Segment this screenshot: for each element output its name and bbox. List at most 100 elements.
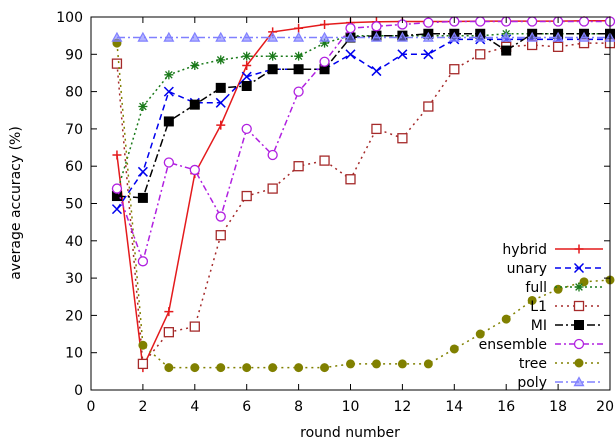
legend: hybrid unary full L1 MI ensemble tree poly xyxy=(479,242,603,391)
y-tick-label: 40 xyxy=(65,234,83,250)
data-point xyxy=(294,23,304,33)
data-point xyxy=(371,123,382,135)
legend-item: ensemble xyxy=(479,337,603,353)
legend-item: tree xyxy=(519,356,603,372)
series-ensemble xyxy=(111,16,615,267)
data-point xyxy=(552,41,564,52)
data-point xyxy=(111,31,123,42)
data-point xyxy=(423,17,434,28)
data-point xyxy=(267,64,278,75)
data-point xyxy=(163,327,175,338)
data-point xyxy=(267,149,278,161)
data-point xyxy=(293,161,304,172)
series-lines xyxy=(111,16,615,373)
x-tick-label: 20 xyxy=(596,399,614,415)
data-point xyxy=(111,183,123,194)
data-point xyxy=(241,123,252,135)
x-tick-label: 18 xyxy=(549,399,567,415)
data-point xyxy=(449,344,459,354)
y-tick-label: 10 xyxy=(65,346,83,362)
series-MI xyxy=(111,28,615,203)
data-point xyxy=(319,56,330,67)
data-point xyxy=(475,16,486,27)
data-point xyxy=(267,31,279,42)
data-point xyxy=(474,31,486,42)
data-point xyxy=(242,51,252,61)
data-point xyxy=(344,31,357,42)
data-point xyxy=(573,262,585,274)
y-tick-label: 100 xyxy=(56,10,83,26)
data-point xyxy=(501,45,512,56)
x-tick-label: 6 xyxy=(242,399,251,415)
data-point xyxy=(573,338,585,350)
data-point xyxy=(320,363,330,373)
x-tick-label: 10 xyxy=(342,399,360,415)
data-point xyxy=(475,49,486,60)
legend-item: hybrid xyxy=(502,242,603,258)
data-point xyxy=(422,31,434,42)
legend-item: L1 xyxy=(530,299,603,315)
y-tick-label: 60 xyxy=(65,159,83,175)
x-tick-label: 0 xyxy=(87,399,96,415)
series-line xyxy=(116,19,610,371)
data-point xyxy=(345,49,356,60)
data-point xyxy=(241,190,252,202)
x-tick-label: 8 xyxy=(294,399,303,415)
data-point xyxy=(475,329,485,339)
data-point xyxy=(527,295,537,305)
data-point xyxy=(190,363,200,373)
legend-label: MI xyxy=(531,318,547,334)
data-point xyxy=(189,164,200,176)
y-tick-label: 50 xyxy=(65,197,83,213)
data-point xyxy=(345,23,356,34)
legend-label: tree xyxy=(519,356,547,372)
data-point xyxy=(137,31,149,42)
y-tick-label: 0 xyxy=(74,383,83,399)
data-point xyxy=(215,97,226,108)
data-point xyxy=(573,300,585,312)
data-point xyxy=(397,133,408,144)
data-point xyxy=(293,64,304,75)
data-point xyxy=(500,31,512,42)
data-point xyxy=(423,101,434,112)
data-point xyxy=(578,16,590,27)
legend-item: poly xyxy=(517,375,603,391)
y-tick-label: 30 xyxy=(65,271,83,287)
data-point xyxy=(215,230,226,241)
data-point xyxy=(242,60,252,70)
data-point xyxy=(574,282,584,292)
data-point xyxy=(163,116,174,127)
data-point xyxy=(216,120,226,130)
legend-label: poly xyxy=(517,375,547,391)
x-tick-label: 16 xyxy=(497,399,515,415)
series-unary xyxy=(111,34,615,215)
data-point xyxy=(189,321,200,332)
data-point xyxy=(370,31,382,42)
y-tick-label: 70 xyxy=(65,122,83,138)
data-point xyxy=(294,51,304,61)
data-point xyxy=(573,376,585,387)
data-point xyxy=(526,31,538,42)
x-axis-title: round number xyxy=(300,425,400,441)
legend-item: unary xyxy=(507,261,603,277)
data-point xyxy=(574,244,584,254)
legend-label: unary xyxy=(507,261,547,277)
series-line xyxy=(116,20,610,264)
data-point xyxy=(241,31,253,42)
data-point xyxy=(345,174,356,185)
y-tick-label: 90 xyxy=(65,47,83,63)
series-poly xyxy=(111,31,615,42)
data-point xyxy=(320,38,330,48)
data-point xyxy=(319,155,330,166)
data-point xyxy=(138,340,148,350)
data-point xyxy=(138,102,148,112)
x-tick-label: 12 xyxy=(393,399,411,415)
axes: 0 10 20 30 40 50 60 70 80 90 100 0 2 4 6 8 10 12 14 16 18 20 xyxy=(56,10,614,415)
legend-label: L1 xyxy=(530,299,547,315)
data-point xyxy=(346,359,355,369)
series-line xyxy=(116,33,610,199)
data-point xyxy=(241,71,252,82)
data-point xyxy=(111,204,122,215)
data-point xyxy=(501,314,511,324)
legend-item: MI xyxy=(531,318,603,334)
